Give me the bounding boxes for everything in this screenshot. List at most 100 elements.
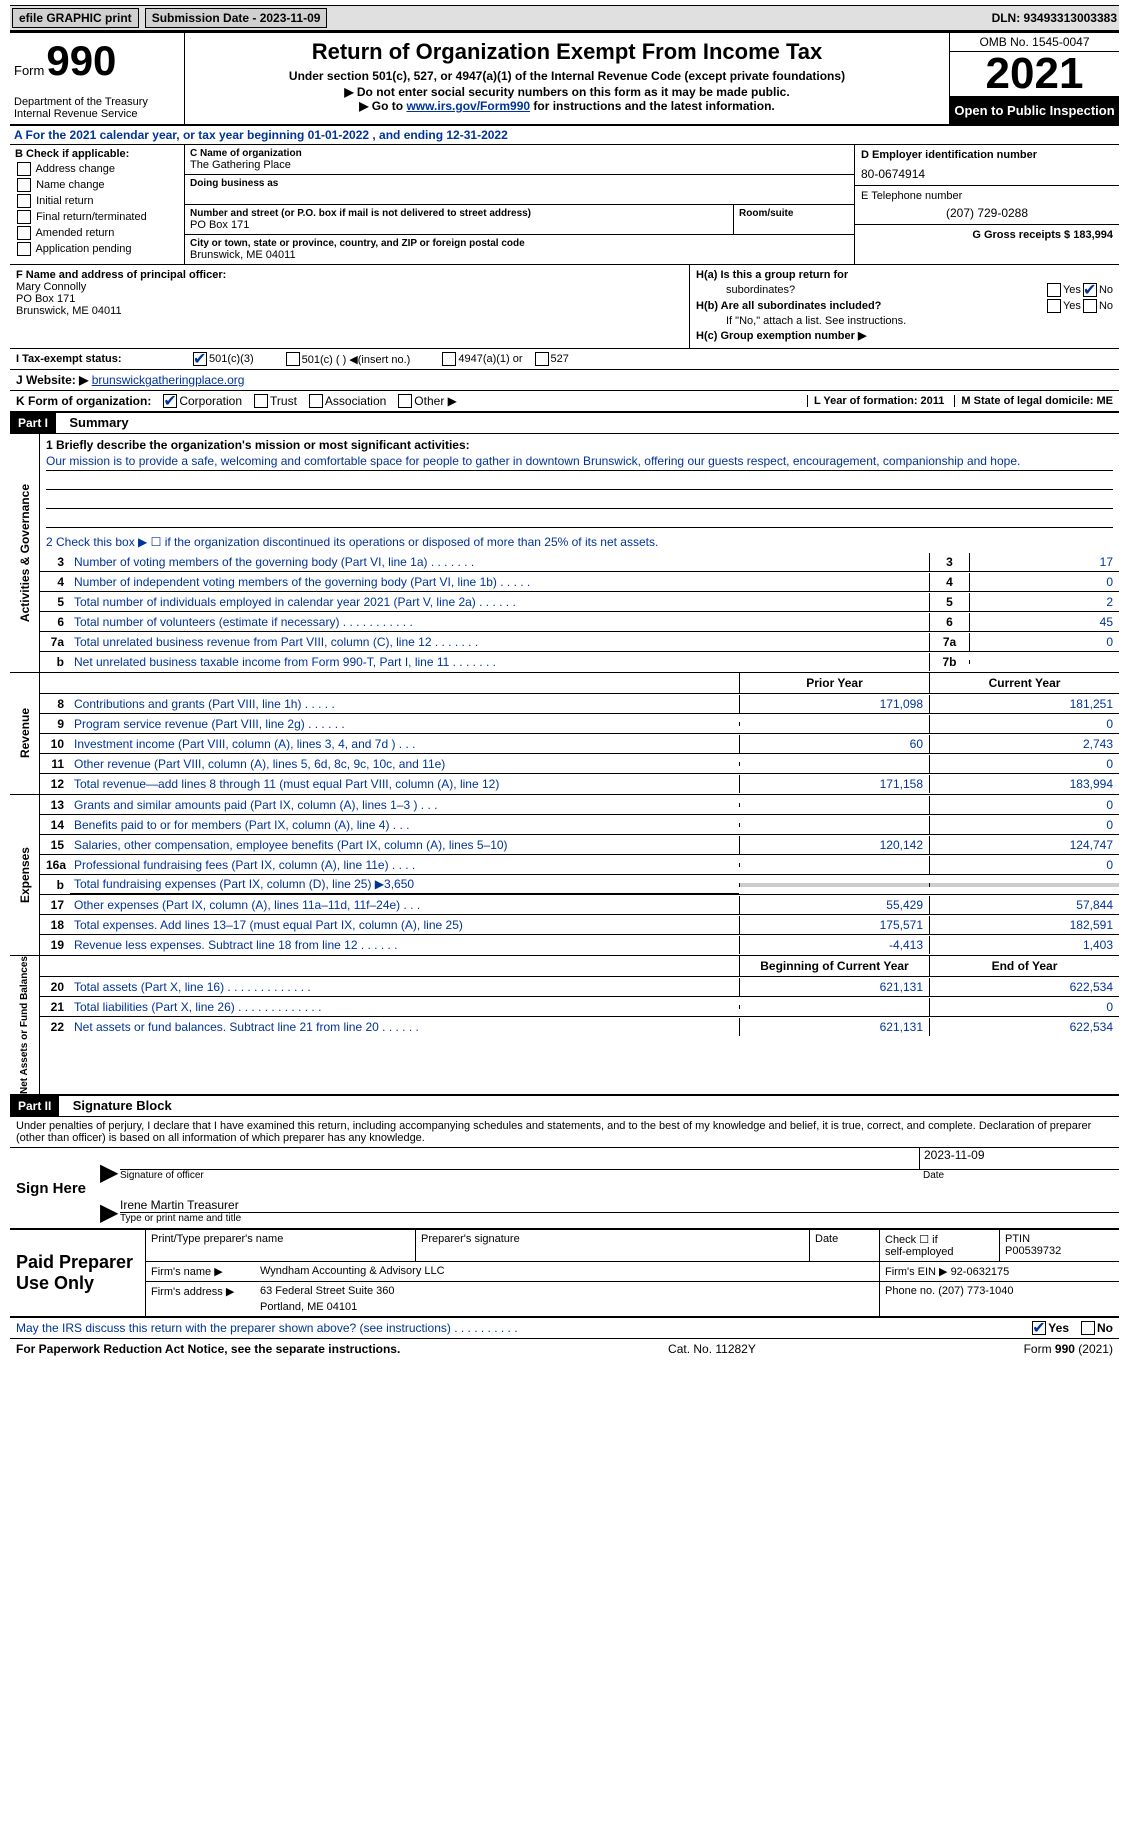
self-employed-check[interactable]: Check ☐ if	[885, 1233, 994, 1246]
hb-instructions: If "No," attach a list. See instructions…	[726, 315, 906, 327]
other-checkbox[interactable]: Other ▶	[414, 394, 457, 408]
501c3-checkbox[interactable]: 501(c)(3)	[209, 353, 254, 365]
hb-no[interactable]: No	[1099, 300, 1113, 312]
form-title: Return of Organization Exempt From Incom…	[191, 39, 943, 65]
tax-exempt-label: I Tax-exempt status:	[16, 353, 191, 365]
ha-yes[interactable]: Yes	[1063, 284, 1081, 296]
line-11-prior	[739, 762, 929, 766]
line-12-current: 183,994	[929, 775, 1119, 793]
line-17-current: 57,844	[929, 896, 1119, 914]
inspection-label: Open to Public Inspection	[950, 97, 1119, 124]
line-21-begin	[739, 1005, 929, 1009]
sidebar-net-assets: Net Assets or Fund Balances	[19, 956, 30, 1094]
subtitle-3: ▶ Go to www.irs.gov/Form990 for instruct…	[191, 99, 943, 113]
line-3-desc: Number of voting members of the governin…	[70, 553, 929, 571]
line-20-end: 622,534	[929, 978, 1119, 996]
line-16b-desc: Total fundraising expenses (Part IX, col…	[70, 875, 739, 894]
firm-ein: 92-0632175	[951, 1266, 1010, 1278]
discuss-no[interactable]: No	[1097, 1321, 1113, 1335]
mission-text: Our mission is to provide a safe, welcom…	[46, 452, 1113, 471]
row-a-period: A For the 2021 calendar year, or tax yea…	[10, 126, 1119, 145]
firm-ein-label: Firm's EIN ▶	[885, 1266, 948, 1278]
firm-name-label: Firm's name ▶	[145, 1262, 255, 1281]
org-name: The Gathering Place	[190, 159, 849, 171]
date-label: Date	[919, 1170, 1119, 1181]
line-16b-current-shaded	[929, 883, 1119, 887]
dept-treasury: Department of the Treasury	[14, 96, 180, 108]
corporation-checkbox[interactable]: Corporation	[179, 394, 242, 408]
association-checkbox[interactable]: Association	[325, 394, 386, 408]
line-12-desc: Total revenue—add lines 8 through 11 (mu…	[70, 775, 739, 793]
line-8-current: 181,251	[929, 695, 1119, 713]
line-16a-desc: Professional fundraising fees (Part IX, …	[70, 856, 739, 874]
part-2-header: Part II	[10, 1096, 59, 1116]
line-18-prior: 175,571	[739, 916, 929, 934]
sidebar-revenue: Revenue	[18, 708, 32, 758]
h-a-group-return: H(a) Is this a group return for	[696, 269, 1113, 281]
signer-name-label: Type or print name and title	[120, 1213, 1119, 1224]
line-13-current: 0	[929, 796, 1119, 814]
ein-label: D Employer identification number	[861, 149, 1113, 161]
paperwork-notice: For Paperwork Reduction Act Notice, see …	[16, 1342, 400, 1356]
line-10-prior: 60	[739, 735, 929, 753]
line-10-current: 2,743	[929, 735, 1119, 753]
amended-return-checkbox[interactable]: Amended return	[35, 227, 114, 239]
hc-label: H(c) Group exemption number ▶	[696, 329, 866, 342]
line-13-desc: Grants and similar amounts paid (Part IX…	[70, 796, 739, 814]
application-pending-checkbox[interactable]: Application pending	[35, 243, 131, 255]
ha-no[interactable]: No	[1099, 284, 1113, 296]
line-17-desc: Other expenses (Part IX, column (A), lin…	[70, 896, 739, 914]
line-17-prior: 55,429	[739, 896, 929, 914]
sidebar-expenses: Expenses	[18, 847, 32, 903]
firm-addr2: Portland, ME 04101	[260, 1301, 874, 1313]
line-9-prior	[739, 722, 929, 726]
line-6-desc: Total number of volunteers (estimate if …	[70, 613, 929, 631]
final-return-checkbox[interactable]: Final return/terminated	[36, 211, 147, 223]
line-20-begin: 621,131	[739, 978, 929, 996]
part-1-title: Summary	[69, 415, 128, 430]
officer-addr2: Brunswick, ME 04011	[16, 305, 683, 317]
address-change-checkbox[interactable]: Address change	[35, 163, 115, 175]
year-formation: L Year of formation: 2011	[807, 395, 944, 407]
discuss-yes[interactable]: Yes	[1048, 1321, 1069, 1335]
street-value: PO Box 171	[190, 219, 728, 231]
line-16a-prior	[739, 863, 929, 867]
line-19-current: 1,403	[929, 936, 1119, 954]
hb-yes[interactable]: Yes	[1063, 300, 1081, 312]
room-suite-label: Room/suite	[739, 208, 849, 219]
current-year-header: Current Year	[929, 673, 1119, 693]
line-2: 2 Check this box ▶ ☐ if the organization…	[40, 532, 1119, 552]
4947-checkbox[interactable]: 4947(a)(1) or	[458, 353, 522, 365]
initial-return-checkbox[interactable]: Initial return	[36, 195, 93, 207]
subordinates-label: subordinates?	[726, 284, 795, 296]
print-button[interactable]: efile GRAPHIC print	[12, 8, 139, 28]
signature-line[interactable]	[120, 1148, 919, 1170]
line-15-prior: 120,142	[739, 836, 929, 854]
ein-value: 80-0674914	[861, 167, 1113, 181]
submission-date-button[interactable]: Submission Date - 2023-11-09	[145, 8, 328, 28]
line-11-current: 0	[929, 755, 1119, 773]
website-link[interactable]: brunswickgatheringplace.org	[92, 373, 245, 387]
dba-label: Doing business as	[190, 178, 849, 189]
line-21-end: 0	[929, 998, 1119, 1016]
527-checkbox[interactable]: 527	[551, 353, 569, 365]
end-year-header: End of Year	[929, 956, 1119, 976]
part-2-title: Signature Block	[73, 1098, 172, 1113]
501c-other-checkbox[interactable]: 501(c) ( ) ◀(insert no.)	[302, 353, 411, 366]
firm-phone-label: Phone no.	[885, 1285, 935, 1297]
sidebar-activities: Activities & Governance	[18, 484, 32, 622]
prior-year-header: Prior Year	[739, 673, 929, 693]
signature-declaration: Under penalties of perjury, I declare th…	[10, 1117, 1119, 1148]
city-label: City or town, state or province, country…	[190, 238, 849, 249]
irs-link[interactable]: www.irs.gov/Form990	[406, 99, 530, 113]
form-of-org-label: K Form of organization:	[16, 394, 151, 408]
line-7b-value	[969, 660, 1119, 664]
name-change-checkbox[interactable]: Name change	[36, 179, 105, 191]
phone-label: E Telephone number	[861, 190, 1113, 202]
line-18-desc: Total expenses. Add lines 13–17 (must eq…	[70, 916, 739, 934]
begin-year-header: Beginning of Current Year	[739, 956, 929, 976]
trust-checkbox[interactable]: Trust	[270, 394, 297, 408]
preparer-sig-header: Preparer's signature	[415, 1230, 809, 1261]
firm-name: Wyndham Accounting & Advisory LLC	[255, 1262, 879, 1281]
line-4-desc: Number of independent voting members of …	[70, 573, 929, 591]
